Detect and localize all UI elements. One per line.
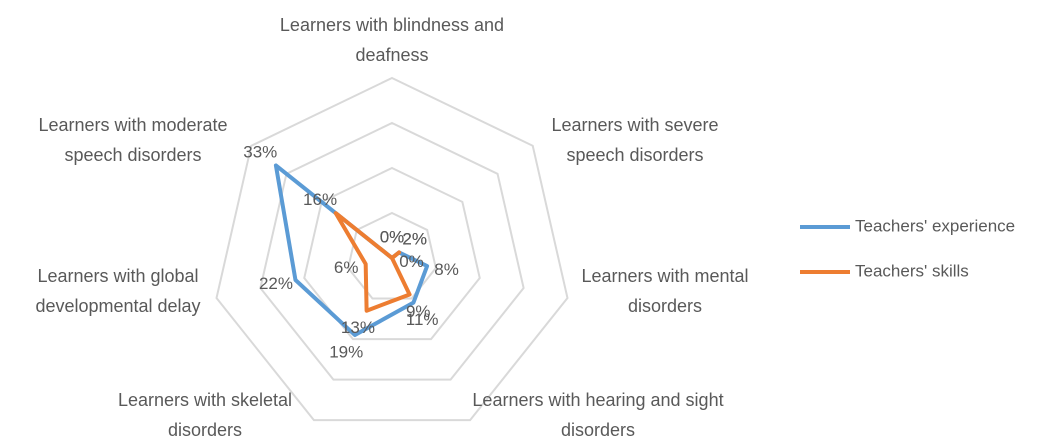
- data-label: 22%: [259, 274, 293, 293]
- data-label: 19%: [329, 343, 363, 362]
- legend-label: Teachers' skills: [855, 261, 969, 280]
- category-label: Learners with severe speech disorders: [551, 115, 719, 165]
- legend-label: Teachers' experience: [855, 216, 1015, 235]
- data-label: 9%: [406, 302, 431, 321]
- data-label: 8%: [434, 260, 459, 279]
- category-label: Learners with hearing and sight disorder…: [472, 390, 724, 439]
- grid-ring: [259, 121, 525, 381]
- series-line: [273, 163, 430, 338]
- data-label: 11%: [406, 310, 439, 329]
- category-label: Learners with mental disorders: [581, 266, 749, 316]
- data-label: 0%: [380, 227, 405, 246]
- category-label: Learners with blindness and deafness: [279, 15, 505, 65]
- grid-ring: [215, 76, 569, 422]
- category-label: Learners with global developmental delay: [35, 266, 201, 316]
- grid-ring: [303, 166, 481, 341]
- data-label: 33%: [243, 142, 277, 161]
- series-line: [333, 211, 412, 313]
- data-label: 2%: [402, 229, 427, 248]
- data-label: 16%: [303, 190, 337, 209]
- data-label: 13%: [341, 318, 375, 337]
- category-label: Learners with skeletal disorders: [117, 390, 293, 439]
- grid-ring: [347, 211, 437, 300]
- data-label: 6%: [334, 258, 359, 277]
- category-label: Learners with moderate speech disorders: [38, 115, 228, 165]
- data-label: 0%: [399, 252, 424, 271]
- data-label: 2%: [402, 229, 427, 248]
- data-label: 0%: [380, 227, 405, 246]
